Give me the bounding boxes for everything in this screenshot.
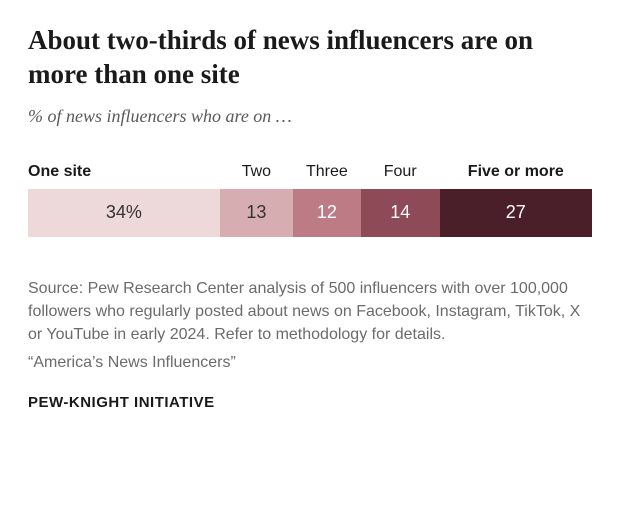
segment-label: Three (293, 163, 361, 181)
bar-segment: 14 (361, 189, 440, 237)
report-name: “America’s News Influencers” (28, 354, 592, 372)
bar-segment: 27 (440, 189, 592, 237)
segment-label: Two (220, 163, 293, 181)
chart-subtitle: % of news influencers who are on … (28, 106, 592, 127)
segment-label: One site (28, 163, 220, 181)
segment-label: Five or more (440, 163, 592, 181)
source-note: Source: Pew Research Center analysis of … (28, 277, 592, 347)
segment-label: Four (361, 163, 440, 181)
chart-title: About two-thirds of news influencers are… (28, 24, 592, 92)
bar-segment: 12 (293, 189, 361, 237)
bar-segment: 13 (220, 189, 293, 237)
segment-labels-row: One siteTwoThreeFourFive or more (28, 163, 592, 181)
stacked-bar: 34%13121427 (28, 189, 592, 237)
stacked-bar-chart: One siteTwoThreeFourFive or more 34%1312… (28, 163, 592, 237)
bar-segment: 34% (28, 189, 220, 237)
initiative-label: PEW-KNIGHT INITIATIVE (28, 394, 592, 411)
